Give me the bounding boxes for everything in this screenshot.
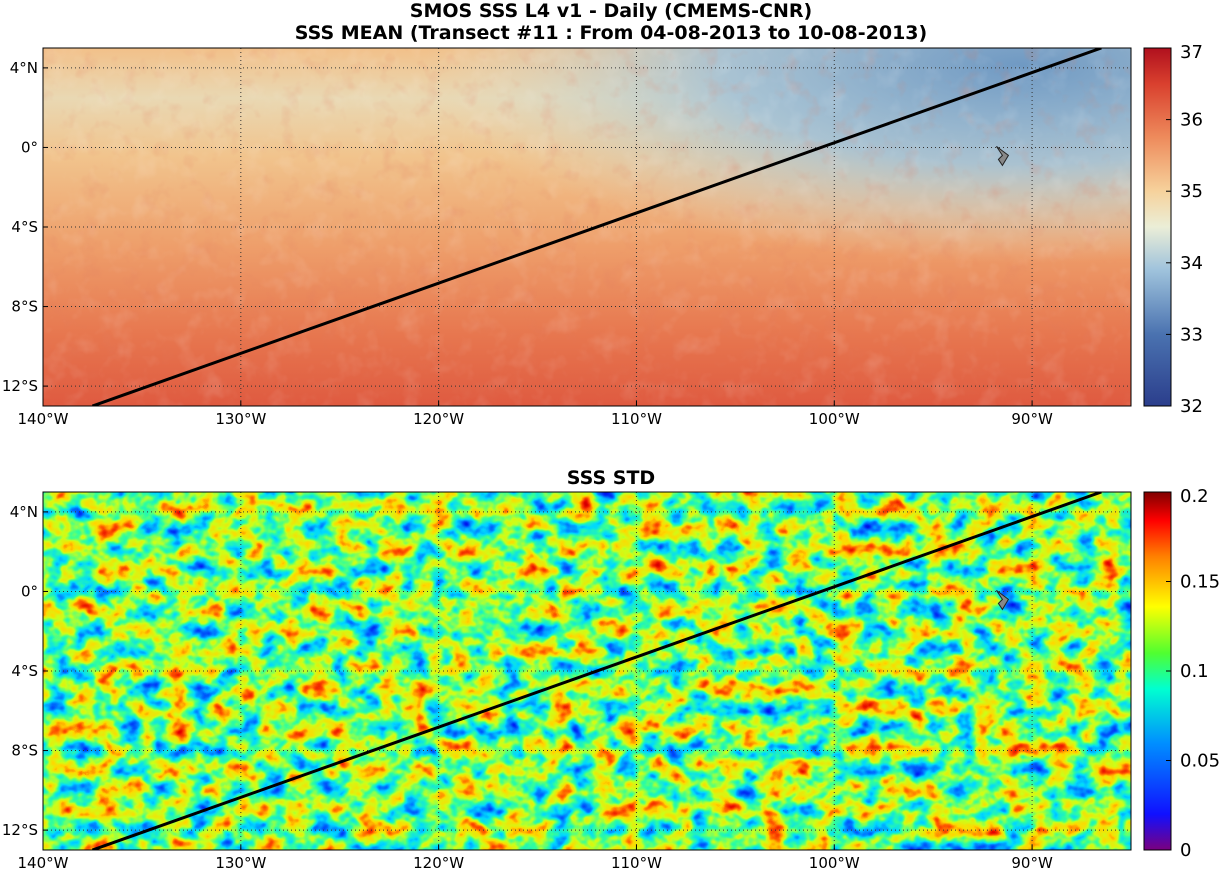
lon-tick-label: 140°W (18, 410, 69, 428)
lon-tick-label: 90°W (1011, 854, 1053, 871)
top-colorbar (1143, 47, 1172, 407)
colorbar-tick-label: 0.1 (1180, 661, 1209, 682)
graticule-bottom (43, 492, 1131, 850)
colorbar-tick-label: 37 (1180, 42, 1203, 63)
lat-tick-label: 8°S (11, 742, 38, 760)
lon-tick-label: 140°W (18, 854, 69, 871)
transect-line-bottom (91, 492, 1102, 850)
top-map-panel (43, 48, 1131, 406)
lat-tick-label: 12°S (2, 377, 38, 395)
lon-tick-label: 130°W (215, 410, 266, 428)
main-title: SMOS SSS L4 v1 - Daily (CMEMS-CNR) (409, 0, 813, 22)
lat-tick-label: 4°S (11, 218, 38, 236)
transect-line-top (91, 48, 1102, 406)
lon-tick-label: 90°W (1011, 410, 1053, 428)
top-map-axes: 140°W 130°W 120°W 110°W 100°W 90°W 4°N 0° 4°S 8°S… (2, 59, 1053, 428)
lat-tick-label: 4°N (10, 59, 38, 77)
top-colorbar-ticks: 37 36 35 34 33 32 (1166, 42, 1203, 417)
colorbar-tick-label: 36 (1180, 110, 1203, 131)
colorbar-tick-label: 33 (1180, 324, 1203, 345)
lat-tick-label: 4°S (11, 662, 38, 680)
bottom-panel-title: SSS STD (566, 467, 656, 489)
galapagos-icon (996, 589, 1010, 611)
graticule-top (43, 48, 1131, 406)
lat-tick-label: 0° (21, 138, 38, 156)
colorbar-tick-label: 35 (1180, 181, 1203, 202)
bottom-map-axes: 140°W 130°W 120°W 110°W 100°W 90°W 4°N 0° 4°S 8°S… (2, 503, 1053, 871)
colorbar-tick-label: 34 (1180, 253, 1203, 274)
lon-tick-label: 110°W (611, 854, 662, 871)
subtitle: SSS MEAN (Transect #11 : From 04-08-2013… (294, 22, 928, 44)
lon-tick-label: 110°W (611, 410, 662, 428)
lon-tick-label: 120°W (413, 410, 464, 428)
lat-tick-label: 0° (21, 582, 38, 600)
colorbar-tick-label: 0.2 (1180, 486, 1209, 507)
galapagos-icon (996, 145, 1010, 167)
lon-tick-label: 120°W (413, 854, 464, 871)
bottom-map-panel (43, 492, 1131, 850)
lat-tick-label: 4°N (10, 503, 38, 521)
lon-tick-label: 100°W (809, 410, 860, 428)
colorbar-tick-label: 0.05 (1180, 751, 1220, 772)
colorbar-tick-label: 0 (1180, 840, 1191, 861)
lon-tick-label: 130°W (215, 854, 266, 871)
lat-tick-label: 12°S (2, 821, 38, 839)
lon-tick-label: 100°W (809, 854, 860, 871)
colorbar-tick-label: 0.15 (1180, 572, 1220, 593)
lat-tick-label: 8°S (11, 298, 38, 316)
bottom-colorbar-ticks: 0.2 0.15 0.1 0.05 0 (1166, 486, 1220, 861)
colorbar-tick-label: 32 (1180, 396, 1203, 417)
